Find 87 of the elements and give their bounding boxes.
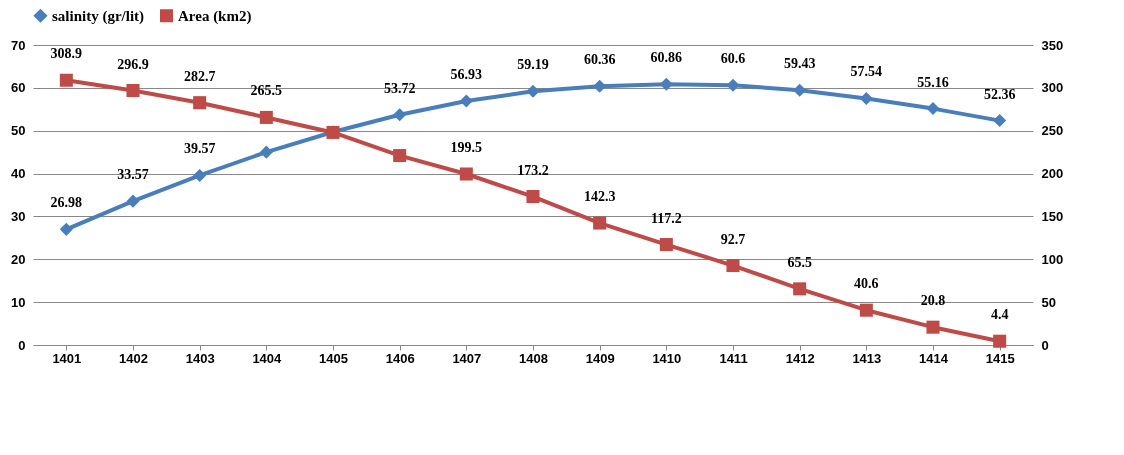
point xyxy=(793,282,807,296)
point xyxy=(393,149,407,163)
x-tick-label: 1401 xyxy=(52,350,82,366)
y-tick-label: 30 xyxy=(11,208,26,224)
data-label: 117.2 xyxy=(650,210,682,226)
data-label: 60.86 xyxy=(650,50,683,66)
point xyxy=(259,145,273,159)
data-label: 199.5 xyxy=(450,140,483,155)
data-label: 59.19 xyxy=(517,57,549,73)
data-label: 53.72 xyxy=(383,80,416,96)
y2-tick-label: 300 xyxy=(1041,80,1064,96)
data-label: 296.9 xyxy=(117,56,149,72)
legend-label: salinity (gr/lit) xyxy=(52,7,145,25)
data-label: 26.98 xyxy=(50,195,83,211)
x-tick-label: 1413 xyxy=(852,350,882,366)
data-label: 33.57 xyxy=(117,167,149,183)
y-tick-label: 0 xyxy=(18,337,26,353)
point xyxy=(859,303,873,317)
point xyxy=(59,73,73,87)
data-label: 265.5 xyxy=(250,83,283,99)
point xyxy=(926,102,940,116)
data-label: 39.57 xyxy=(183,141,216,157)
y-tick-label: 40 xyxy=(11,166,26,182)
y2-tick-label: 250 xyxy=(1041,123,1064,139)
point xyxy=(526,84,540,98)
x-tick-label: 1404 xyxy=(252,350,283,366)
point xyxy=(126,194,140,208)
x-tick-label: 1415 xyxy=(985,350,1015,366)
data-label: 173.2 xyxy=(517,162,549,178)
point xyxy=(393,108,407,122)
x-tick-label: 1403 xyxy=(185,350,215,366)
data-label: 282.7 xyxy=(183,68,216,84)
y-tick-label: 20 xyxy=(11,251,26,267)
point xyxy=(659,77,673,91)
data-label: 308.9 xyxy=(50,46,83,62)
point xyxy=(193,96,207,110)
point xyxy=(193,168,207,182)
data-label: 40.6 xyxy=(854,276,879,292)
point xyxy=(926,320,940,334)
point xyxy=(593,79,607,93)
point xyxy=(259,110,273,124)
point xyxy=(126,84,140,98)
data-label: 60.36 xyxy=(583,52,616,68)
x-tick-label: 1406 xyxy=(385,350,415,366)
point xyxy=(59,222,73,236)
y-tick-label: 50 xyxy=(11,123,26,139)
x-tick-label: 1414 xyxy=(919,350,949,366)
data-label: 59.43 xyxy=(783,56,816,72)
point xyxy=(459,167,473,181)
data-label: 142.3 xyxy=(583,189,616,205)
data-label: 56.93 xyxy=(450,67,483,83)
data-label: 52.36 xyxy=(983,86,1016,102)
data-label: 20.8 xyxy=(920,293,946,309)
y2-tick-label: 50 xyxy=(1041,294,1056,310)
data-label: 57.54 xyxy=(850,64,883,80)
y-tick-label: 60 xyxy=(11,80,26,96)
x-tick-label: 1407 xyxy=(452,350,482,366)
y2-tick-label: 0 xyxy=(1041,337,1049,353)
x-tick-label: 1402 xyxy=(119,350,148,366)
y-tick-label: 70 xyxy=(11,37,26,53)
point xyxy=(726,259,740,273)
y2-tick-label: 200 xyxy=(1041,166,1064,182)
point xyxy=(726,78,740,92)
x-tick-label: 1408 xyxy=(519,350,548,366)
x-tick-label: 1412 xyxy=(785,350,815,366)
point xyxy=(593,216,607,230)
point xyxy=(459,94,473,108)
x-tick-label: 1409 xyxy=(585,350,615,366)
point xyxy=(993,114,1007,128)
y-tick-label: 10 xyxy=(11,294,26,310)
data-label: 55.16 xyxy=(917,74,949,90)
y2-tick-label: 350 xyxy=(1041,37,1064,53)
x-tick-label: 1411 xyxy=(719,350,748,366)
data-label: 92.7 xyxy=(720,231,746,247)
legend-label: Area (km2) xyxy=(178,7,252,25)
x-tick-label: 1410 xyxy=(652,350,682,366)
point xyxy=(793,83,807,97)
y2-tick-label: 150 xyxy=(1041,208,1064,224)
point xyxy=(859,91,873,105)
x-tick-label: 1405 xyxy=(319,350,348,366)
y2-tick-label: 100 xyxy=(1041,251,1064,267)
data-label: 4.4 xyxy=(990,307,1009,323)
point xyxy=(993,334,1007,348)
point xyxy=(526,190,540,204)
data-label: 60.6 xyxy=(720,51,746,67)
point xyxy=(659,238,673,252)
data-label: 65.5 xyxy=(787,254,812,270)
